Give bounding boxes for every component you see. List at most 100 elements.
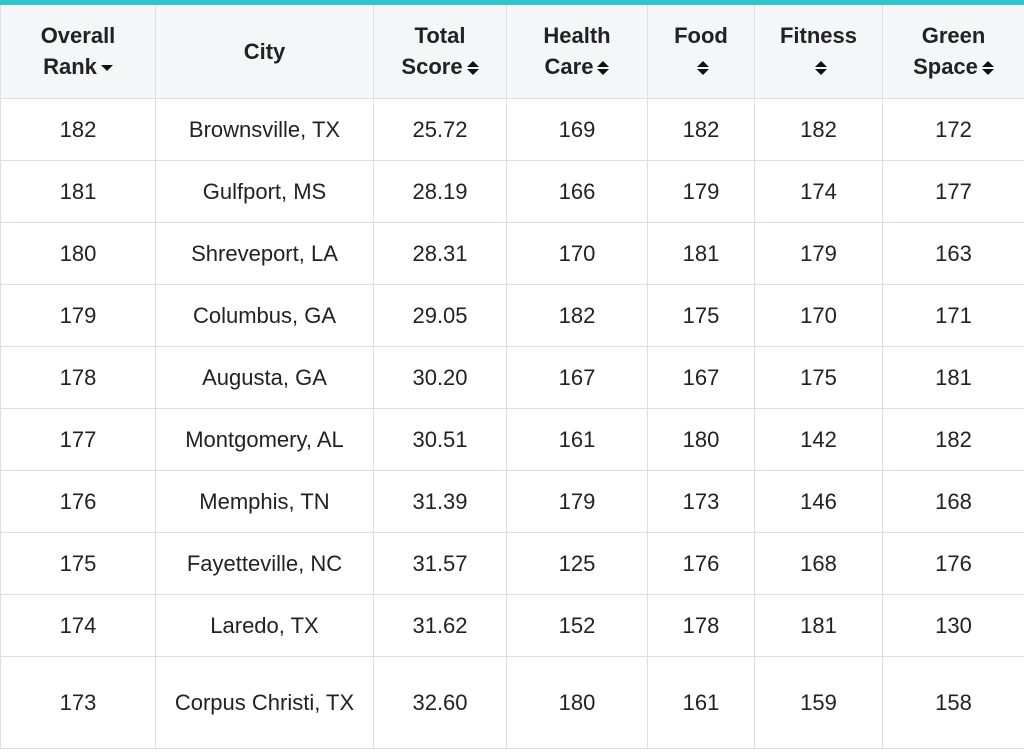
cell-food: 167 <box>647 346 755 409</box>
cell-city: Columbus, GA <box>155 284 374 347</box>
cell-health-care: 152 <box>506 594 648 657</box>
header-label-line-1: Overall <box>40 23 116 49</box>
cell-food: 178 <box>647 594 755 657</box>
cell-fitness: 175 <box>754 346 883 409</box>
cell-city: Laredo, TX <box>155 594 374 657</box>
header-label-line-1: Green <box>921 23 986 49</box>
header-label-line-2: Rank <box>43 54 97 80</box>
cell-city: Gulfport, MS <box>155 160 374 223</box>
cell-total-score: 32.60 <box>373 656 507 749</box>
cell-rank: 174 <box>0 594 156 657</box>
cell-food: 179 <box>647 160 755 223</box>
table-row: 177 Montgomery, AL 30.51 161 180 142 182 <box>0 408 1024 471</box>
cell-health-care: 182 <box>506 284 648 347</box>
cell-city: Fayetteville, NC <box>155 532 374 595</box>
cell-city: Brownsville, TX <box>155 98 374 161</box>
table-row: 182 Brownsville, TX 25.72 169 182 182 17… <box>0 98 1024 161</box>
table-row: 181 Gulfport, MS 28.19 166 179 174 177 <box>0 160 1024 223</box>
cell-food: 182 <box>647 98 755 161</box>
cell-total-score: 25.72 <box>373 98 507 161</box>
cell-total-score: 30.20 <box>373 346 507 409</box>
sort-icon <box>466 60 479 76</box>
cell-total-score: 31.39 <box>373 470 507 533</box>
column-header-food[interactable]: Food <box>647 5 755 99</box>
cell-total-score: 31.57 <box>373 532 507 595</box>
cell-green-space: 177 <box>882 160 1024 223</box>
cell-city: Memphis, TN <box>155 470 374 533</box>
cell-fitness: 168 <box>754 532 883 595</box>
sort-icon <box>597 60 610 76</box>
column-header-fitness[interactable]: Fitness <box>754 5 883 99</box>
cell-rank: 181 <box>0 160 156 223</box>
table-row: 178 Augusta, GA 30.20 167 167 175 181 <box>0 346 1024 409</box>
table-row: 180 Shreveport, LA 28.31 170 181 179 163 <box>0 222 1024 285</box>
cell-green-space: 182 <box>882 408 1024 471</box>
cell-rank: 176 <box>0 470 156 533</box>
header-label-line-2: Care <box>544 54 594 80</box>
cell-green-space: 181 <box>882 346 1024 409</box>
cell-green-space: 130 <box>882 594 1024 657</box>
sort-icon <box>981 60 994 76</box>
header-label-line-2: Space <box>913 54 978 80</box>
header-label: Fitness <box>779 23 858 49</box>
cell-food: 175 <box>647 284 755 347</box>
column-header-total-score[interactable]: Total Score <box>373 5 507 99</box>
cell-green-space: 168 <box>882 470 1024 533</box>
cell-health-care: 180 <box>506 656 648 749</box>
cell-food: 180 <box>647 408 755 471</box>
cell-total-score: 31.62 <box>373 594 507 657</box>
cell-fitness: 159 <box>754 656 883 749</box>
cell-city: Shreveport, LA <box>155 222 374 285</box>
rankings-table: Overall Rank City Total Score Health Car… <box>0 5 1024 749</box>
cell-rank: 178 <box>0 346 156 409</box>
sort-icon <box>697 60 709 76</box>
cell-rank: 182 <box>0 98 156 161</box>
cell-fitness: 142 <box>754 408 883 471</box>
cell-fitness: 146 <box>754 470 883 533</box>
cell-city: Corpus Christi, TX <box>155 656 374 749</box>
cell-rank: 180 <box>0 222 156 285</box>
table-row: 174 Laredo, TX 31.62 152 178 181 130 <box>0 594 1024 657</box>
cell-fitness: 179 <box>754 222 883 285</box>
cell-food: 161 <box>647 656 755 749</box>
column-header-green-space[interactable]: Green Space <box>882 5 1024 99</box>
header-label-line-2: Score <box>401 54 463 80</box>
cell-green-space: 171 <box>882 284 1024 347</box>
cell-city: Augusta, GA <box>155 346 374 409</box>
cell-fitness: 170 <box>754 284 883 347</box>
cell-green-space: 172 <box>882 98 1024 161</box>
table-header-row: Overall Rank City Total Score Health Car… <box>0 5 1024 99</box>
cell-health-care: 170 <box>506 222 648 285</box>
column-header-city[interactable]: City <box>155 5 374 99</box>
cell-fitness: 174 <box>754 160 883 223</box>
cell-total-score: 30.51 <box>373 408 507 471</box>
column-header-health-care[interactable]: Health Care <box>506 5 648 99</box>
cell-green-space: 158 <box>882 656 1024 749</box>
sort-descending-icon <box>100 64 113 72</box>
header-label-line-1: Total <box>414 23 466 49</box>
cell-rank: 177 <box>0 408 156 471</box>
header-label-line-1: Health <box>543 23 611 49</box>
cell-rank: 175 <box>0 532 156 595</box>
cell-health-care: 125 <box>506 532 648 595</box>
sort-icon <box>814 60 827 76</box>
cell-fitness: 181 <box>754 594 883 657</box>
cell-food: 173 <box>647 470 755 533</box>
cell-total-score: 28.31 <box>373 222 507 285</box>
cell-green-space: 176 <box>882 532 1024 595</box>
cell-food: 181 <box>647 222 755 285</box>
cell-health-care: 169 <box>506 98 648 161</box>
table-row: 173 Corpus Christi, TX 32.60 180 161 159… <box>0 656 1024 749</box>
cell-rank: 179 <box>0 284 156 347</box>
cell-total-score: 28.19 <box>373 160 507 223</box>
column-header-overall-rank[interactable]: Overall Rank <box>0 5 156 99</box>
cell-rank: 173 <box>0 656 156 749</box>
cell-fitness: 182 <box>754 98 883 161</box>
table-row: 176 Memphis, TN 31.39 179 173 146 168 <box>0 470 1024 533</box>
header-label: City <box>243 38 286 64</box>
cell-food: 176 <box>647 532 755 595</box>
cell-green-space: 163 <box>882 222 1024 285</box>
cell-health-care: 179 <box>506 470 648 533</box>
table-row: 175 Fayetteville, NC 31.57 125 176 168 1… <box>0 532 1024 595</box>
